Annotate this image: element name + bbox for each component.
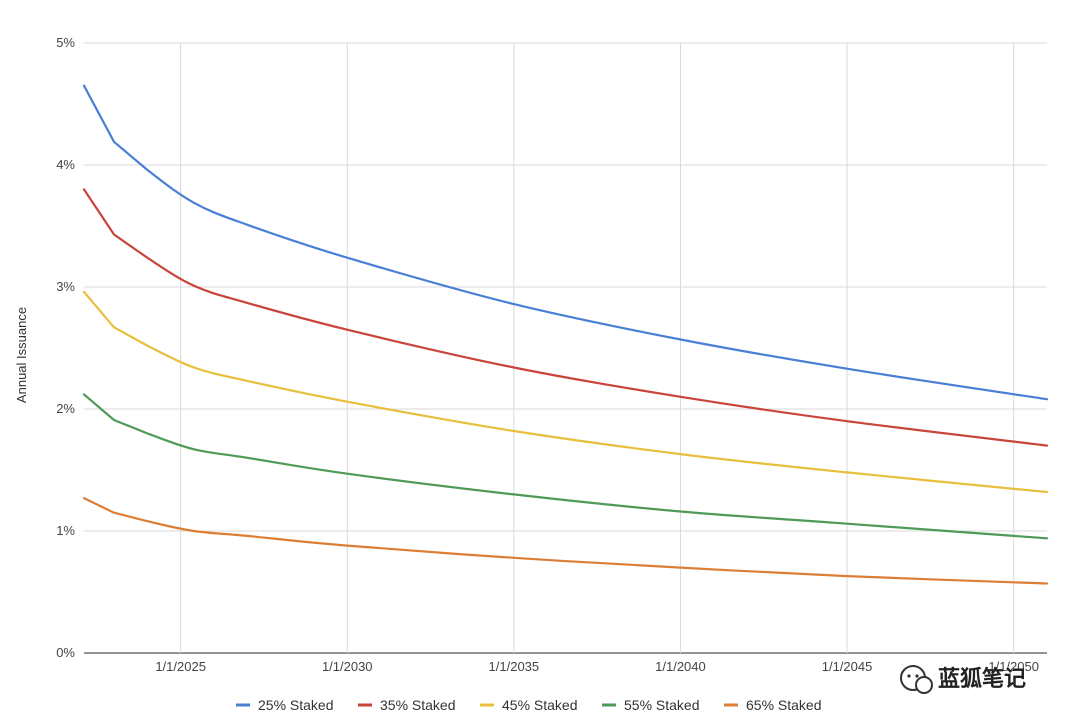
series-line-4 [82, 393, 1049, 540]
y-tick-label: 1% [56, 523, 75, 538]
y-tick-label: 2% [56, 401, 75, 416]
chart-grid [84, 42, 1047, 654]
legend-label: 25% Staked [258, 697, 334, 713]
series-lines [82, 84, 1049, 585]
x-tick-label: 1/1/2030 [322, 659, 373, 674]
y-axis-label: Annual Issuance [14, 307, 29, 403]
legend: 25% Staked 35% Staked 45% Staked 55% Staked… [236, 697, 822, 713]
y-tick-label: 5% [56, 35, 75, 50]
series-line-2 [82, 188, 1049, 447]
y-tick-label: 3% [56, 279, 75, 294]
y-tick-labels: 0% 1% 2% 3% 4% 5% [56, 35, 75, 660]
legend-label: 35% Staked [380, 697, 456, 713]
x-tick-label: 1/1/2025 [155, 659, 206, 674]
series-line-5 [82, 497, 1049, 585]
x-tick-labels: 1/1/2025 1/1/2030 1/1/2035 1/1/2040 1/1/2045… [155, 659, 1039, 674]
y-tick-label: 0% [56, 645, 75, 660]
legend-label: 65% Staked [746, 697, 822, 713]
legend-label: 45% Staked [502, 697, 578, 713]
x-tick-label: 1/1/2040 [655, 659, 706, 674]
series-line-1 [82, 84, 1049, 401]
watermark-text: 蓝狐笔记 [938, 666, 1026, 692]
y-tick-label: 4% [56, 157, 75, 172]
x-tick-label: 1/1/2035 [489, 659, 540, 674]
watermark: 蓝狐笔记 [900, 665, 1026, 694]
series-line-3 [82, 290, 1049, 494]
x-tick-label: 1/1/2045 [822, 659, 873, 674]
x-tick-label: 1/1/2050 [988, 659, 1039, 674]
legend-label: 55% Staked [624, 697, 700, 713]
wechat-icon [900, 665, 933, 694]
